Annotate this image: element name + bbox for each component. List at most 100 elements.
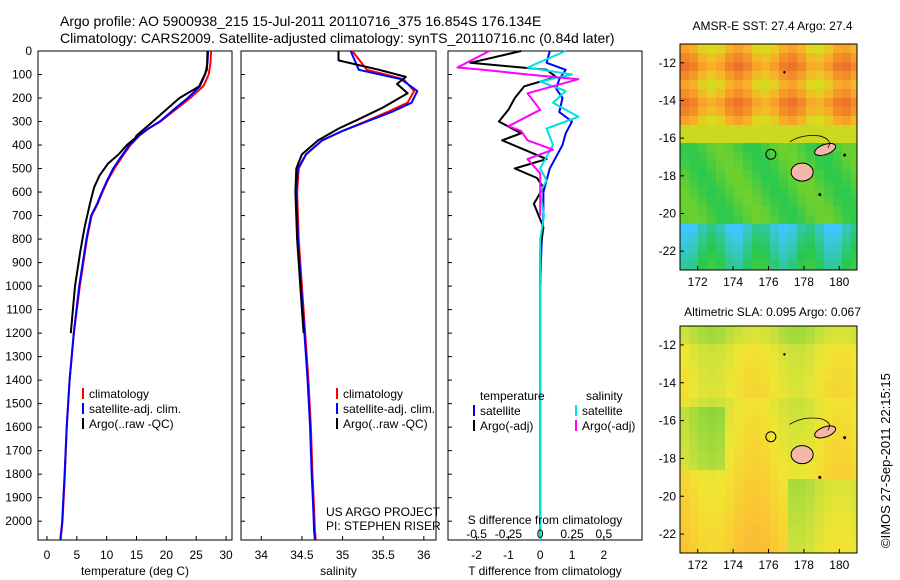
- islet: [818, 475, 822, 479]
- map-cell: [842, 515, 852, 525]
- island-viti-levu: [790, 445, 814, 465]
- x-tick-label-salinity: 36: [417, 548, 431, 562]
- map-cell: [824, 179, 834, 189]
- map-cell: [842, 533, 852, 543]
- map-cell: [725, 551, 735, 554]
- islet: [783, 353, 786, 356]
- map-cell: [851, 107, 858, 117]
- x-tick-label-temperature: 10: [100, 548, 114, 562]
- map-cell: [743, 389, 753, 399]
- map-cell: [851, 62, 858, 72]
- map-cell: [815, 479, 825, 489]
- map-cell: [815, 326, 825, 336]
- map-cell: [761, 197, 771, 207]
- map-cell: [806, 80, 816, 90]
- map-cell: [743, 380, 753, 390]
- map-cell: [824, 188, 834, 198]
- islet: [818, 193, 822, 197]
- map-cell: [698, 353, 708, 363]
- x-tick-label-difference: -2: [471, 548, 482, 562]
- map-cell: [689, 407, 699, 417]
- map-cell: [833, 506, 843, 516]
- map-cell: [743, 89, 753, 99]
- map-cell: [842, 335, 852, 345]
- map-cell: [680, 251, 690, 261]
- x-tick-label-difference: -1: [503, 548, 514, 562]
- s-axis-label: S difference from climatology: [468, 513, 623, 527]
- map-cell: [743, 188, 753, 198]
- map-cell: [815, 416, 825, 426]
- map-cell: [806, 53, 816, 63]
- map-cell: [842, 461, 852, 471]
- map-cell: [779, 452, 789, 462]
- map-cell: [743, 242, 753, 252]
- y-tick-label: 1000: [5, 279, 32, 293]
- island-viti-levu: [790, 162, 814, 182]
- map-cell: [797, 551, 807, 554]
- map-y-tick-label: -22: [659, 244, 677, 258]
- map-cell: [779, 326, 789, 336]
- map-cell: [680, 206, 690, 216]
- map-cell: [788, 143, 798, 153]
- map-cell: [788, 398, 798, 408]
- map-cell: [725, 398, 735, 408]
- map-cell: [824, 326, 834, 336]
- map-cell: [680, 389, 690, 399]
- map-cell: [851, 371, 858, 381]
- map-cell: [779, 260, 789, 270]
- map-cell: [752, 71, 762, 81]
- x-tick-label-salinity: 34: [255, 548, 269, 562]
- map-cell: [698, 215, 708, 225]
- map-cell: [761, 134, 771, 144]
- map-cell: [824, 134, 834, 144]
- map-cell: [833, 551, 843, 554]
- map-cell: [752, 551, 762, 554]
- map-cell: [689, 98, 699, 108]
- series-line-temperature-satellite: [59, 50, 210, 541]
- map-cell: [770, 470, 780, 480]
- map-cell: [752, 362, 762, 372]
- map-cell: [788, 434, 798, 444]
- map-cell: [716, 389, 726, 399]
- map-cell: [707, 452, 717, 462]
- map-cell: [833, 398, 843, 408]
- map-cell: [689, 533, 699, 543]
- map-cell: [779, 224, 789, 234]
- map-cell: [833, 470, 843, 480]
- map-cell: [743, 143, 753, 153]
- map-cell: [725, 533, 735, 543]
- map-cell: [851, 260, 858, 270]
- map-cell: [842, 362, 852, 372]
- map-cell: [761, 461, 771, 471]
- map-cell: [806, 407, 816, 417]
- map-cell: [788, 98, 798, 108]
- map-cell: [779, 206, 789, 216]
- map-cell: [833, 344, 843, 354]
- reef-outline: [789, 417, 830, 431]
- map-cell: [797, 389, 807, 399]
- map-cell: [779, 179, 789, 189]
- map-cell: [842, 542, 852, 552]
- map-cell: [743, 533, 753, 543]
- map-cell: [815, 551, 825, 554]
- map-cell: [815, 389, 825, 399]
- map-cell: [824, 434, 834, 444]
- map-cell: [689, 524, 699, 534]
- map-cell: [743, 335, 753, 345]
- map-cell: [806, 197, 816, 207]
- map-cell: [806, 398, 816, 408]
- map-cell: [815, 506, 825, 516]
- map-cell: [761, 434, 771, 444]
- map-cell: [680, 80, 690, 90]
- map-cell: [842, 134, 852, 144]
- map-cell: [725, 107, 735, 117]
- map-cell: [770, 179, 780, 189]
- map-cell: [680, 488, 690, 498]
- map-cell: [788, 443, 798, 453]
- map-cell: [743, 107, 753, 117]
- map-cell: [680, 134, 690, 144]
- map-cell: [761, 179, 771, 189]
- map-cell: [788, 497, 798, 507]
- map-cell: [842, 206, 852, 216]
- map-cell: [680, 242, 690, 252]
